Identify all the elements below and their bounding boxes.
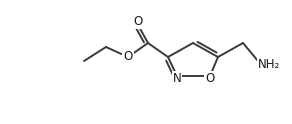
Text: NH₂: NH₂	[258, 58, 280, 71]
Text: O: O	[133, 15, 142, 28]
Text: O: O	[124, 50, 133, 63]
Text: N: N	[173, 72, 181, 85]
Text: O: O	[205, 72, 215, 85]
